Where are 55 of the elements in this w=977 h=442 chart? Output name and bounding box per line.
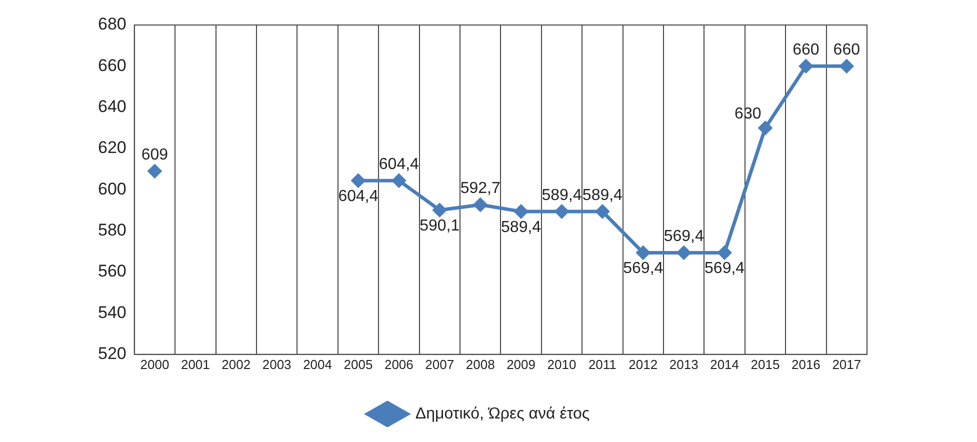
y-tick-label: 600 (98, 179, 126, 198)
data-label: 589,4 (582, 186, 623, 204)
data-label: 569,4 (623, 260, 664, 278)
data-label: 660 (792, 42, 820, 59)
x-tick-label: 2015 (750, 356, 780, 372)
data-label: 604,4 (338, 188, 378, 206)
y-tick-label: 660 (98, 56, 126, 75)
point (596, 204, 610, 218)
x-tick-label: 2000 (140, 356, 170, 372)
x-tick-label: 2007 (425, 356, 454, 372)
y-tick-label: 560 (98, 262, 126, 281)
y-tick-label: 680 (98, 14, 126, 34)
data-label: 660 (833, 42, 860, 59)
data-label: 609 (141, 146, 168, 164)
point (799, 59, 813, 73)
data-label: 569,4 (664, 228, 704, 246)
y-tick-label: 580 (98, 220, 126, 240)
x-tick-label: 2004 (303, 356, 332, 372)
x-tick-label: 2012 (628, 356, 658, 372)
point (392, 174, 406, 188)
data-label: 589,4 (501, 218, 542, 236)
data-label: 569,4 (704, 260, 745, 278)
data-label: 589,4 (542, 186, 582, 204)
y-tick-label: 520 (98, 344, 126, 364)
x-tick-label: 2014 (710, 356, 740, 372)
x-tick-label: 2006 (384, 356, 414, 372)
point (474, 198, 488, 212)
data-label: 590,1 (420, 217, 460, 234)
point (351, 174, 365, 188)
data-label: 592,7 (460, 180, 500, 198)
x-tick-label: 2002 (222, 356, 251, 372)
point (636, 246, 650, 260)
x-tick-label: 2016 (791, 356, 820, 372)
point (148, 164, 162, 178)
x-tick-label: 2013 (669, 356, 698, 372)
x-tick-label: 2011 (588, 356, 616, 372)
data-label: 604,4 (378, 156, 420, 174)
x-tick-label: 2010 (547, 356, 576, 372)
point (677, 246, 691, 260)
point (554, 204, 568, 218)
y-tick-label: 640 (98, 97, 126, 116)
x-tick-label: 2003 (262, 356, 292, 372)
legend-label: Δημοτικό, Ώρες ανά έτος (415, 405, 590, 422)
x-tick-label: 2017 (832, 356, 862, 372)
point (840, 59, 854, 73)
x-tick-label: 2009 (506, 356, 536, 372)
x-tick-label: 2001 (180, 356, 210, 372)
x-tick-label: 2008 (466, 356, 495, 372)
x-tick-label: 2005 (344, 356, 373, 372)
y-tick-label: 540 (98, 302, 126, 322)
point (718, 246, 732, 260)
point (758, 121, 772, 135)
y-tick-label: 620 (98, 138, 126, 158)
point (432, 203, 446, 217)
point (514, 204, 528, 218)
